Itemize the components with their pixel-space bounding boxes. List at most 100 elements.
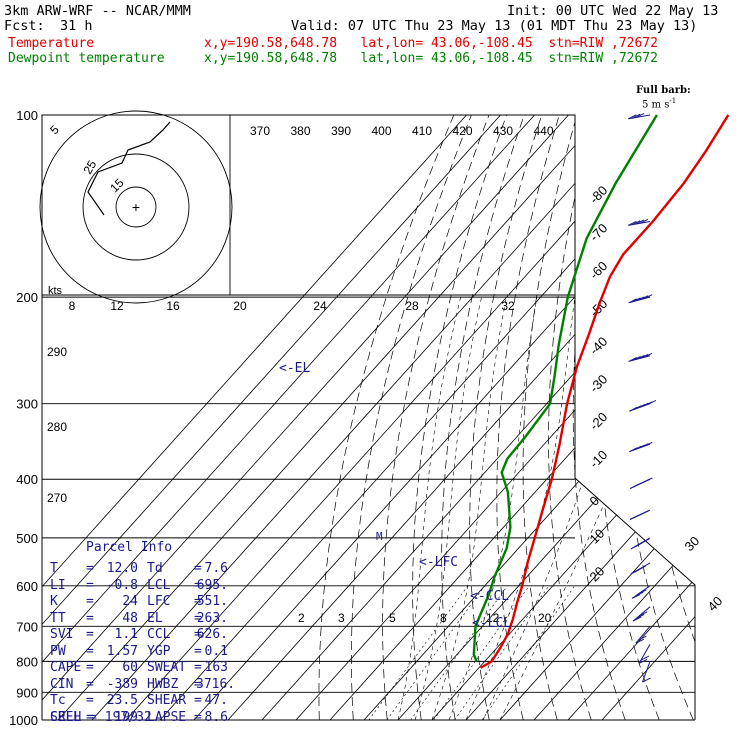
wind-barb-flag <box>635 638 645 644</box>
full-barb-unit-text: 5 m s <box>642 99 670 111</box>
mixing-ratio-line <box>433 585 530 720</box>
wind-barb-flag <box>647 399 657 405</box>
hodograph-inset: + kts 8 12 16 20 24 28 32 5 25 15 <box>39 110 575 313</box>
wind-barb-flag <box>628 298 637 304</box>
parcel-mark: M <box>376 530 383 543</box>
mixing-ratio-label: 20 <box>538 611 552 625</box>
parcel-label: SVI <box>50 627 74 642</box>
parcel-label: T <box>50 561 58 576</box>
moist-adiabat-line <box>448 297 538 720</box>
dry-adiabat-line <box>318 115 455 720</box>
isotherm-line <box>57 115 603 720</box>
parcel-value: 163 <box>204 660 228 675</box>
lcl-annotation: <-LCL <box>472 616 512 631</box>
parcel-value: 263. <box>196 610 228 626</box>
parcel-label: SHEAR <box>147 693 187 708</box>
hodograph-ring-label: 5 <box>47 122 62 137</box>
wind-barb-flag <box>639 218 649 224</box>
theta-tick-label: 410 <box>412 124 432 138</box>
hodograph-speed-label: 24 <box>313 299 327 313</box>
parcel-equals: = <box>86 561 94 576</box>
pressure-tick-label: 400 <box>16 472 38 487</box>
temperature-line <box>479 114 730 669</box>
mixing-ratio-label: 12 <box>486 611 500 625</box>
parcel-equals: = <box>194 561 202 576</box>
dry-adiabat-line <box>728 115 740 720</box>
hodograph-speed-label: 8 <box>69 299 76 313</box>
parcel-value: 24 <box>122 594 138 609</box>
parcel-value: 551. <box>196 594 228 609</box>
parcel-value: 48 <box>122 610 138 626</box>
parcel-value: 12.0 <box>106 561 138 576</box>
wind-barb-staff <box>635 625 651 644</box>
moist-adiabat-line <box>397 297 461 720</box>
isotherm-tick-label: -60 <box>587 258 611 282</box>
wind-barb-flag <box>632 355 641 361</box>
isotherm-line <box>601 115 695 720</box>
parcel-value: 0.1 <box>204 643 228 659</box>
parcel-label: SWEAT <box>147 660 187 675</box>
theta-side-label: 270 <box>47 491 67 505</box>
wind-barb-flag <box>638 659 648 664</box>
parcel-equals: = <box>86 610 94 626</box>
wind-barb-flag <box>643 352 653 358</box>
wind-barb-flag <box>635 112 645 118</box>
wind-barb-flag <box>636 354 645 360</box>
dry-adiabat-line <box>708 115 740 720</box>
dry-adiabat-line <box>620 115 694 720</box>
fcst-value: 31 h <box>60 18 93 34</box>
theta-tick-label: 440 <box>534 124 554 138</box>
init-time: Init: 00 UTC Wed 22 May 13 <box>507 3 719 19</box>
moist-adiabat-line <box>482 297 623 720</box>
full-barb-unit: 5 m s-1 <box>642 94 676 112</box>
wind-barb-flag <box>632 616 642 622</box>
parcel-value: 695. <box>196 577 228 593</box>
parcel-label: LI <box>50 577 66 593</box>
isotherm-line <box>42 115 501 720</box>
pressure-tick-label: 200 <box>16 290 38 305</box>
wind-barb-flag <box>640 510 650 515</box>
dry-adiabat-line <box>469 115 543 720</box>
wind-barb-flag <box>641 538 650 544</box>
parcel-equals: = <box>194 709 202 725</box>
isotherm-line <box>42 115 569 720</box>
mixing-ratio-line <box>368 585 469 720</box>
isotherm-line <box>397 115 695 720</box>
theta-tick-label: 390 <box>331 124 351 138</box>
parcel-label: LCL <box>147 577 171 593</box>
mixing-ratio-label: 2 <box>298 611 305 625</box>
hodograph-ring-label: 15 <box>107 176 127 196</box>
theta-tick-label: 400 <box>372 124 392 138</box>
fcst-label: Fcst: <box>4 18 45 34</box>
theta-tick-label: 430 <box>493 124 513 138</box>
wind-barb-flag <box>638 589 647 595</box>
parcel-label: K <box>50 594 58 609</box>
parcel-equals: = <box>86 693 94 708</box>
parcel-label: Td <box>147 561 163 576</box>
wind-barb-flag <box>632 220 641 226</box>
parcel-equals: = <box>194 693 202 708</box>
dry-adiabat-line <box>548 115 595 720</box>
parcel-label: CCL <box>147 627 171 642</box>
parcel-label: HWBZ <box>147 676 179 692</box>
pressure-tick-label: 500 <box>16 531 38 546</box>
hodograph-units: kts <box>48 285 63 297</box>
parcel-equals: = <box>86 676 94 692</box>
wind-barb-staff <box>632 606 651 622</box>
parcel-equals: = <box>86 643 94 659</box>
isotherm-line <box>42 115 467 720</box>
isotherm-tick-label: -80 <box>587 183 611 207</box>
parcel-value: 47. <box>204 693 228 708</box>
wind-barb-flag <box>643 294 653 300</box>
wind-barb-flag <box>640 295 649 301</box>
dry-adiabat-line <box>382 115 490 720</box>
wind-barb-flag <box>640 655 650 661</box>
mixing-ratio-label: 8 <box>440 611 447 625</box>
parcel-equals: = <box>194 643 202 659</box>
pressure-tick-label: 700 <box>16 619 38 634</box>
parcel-label: CIN <box>50 676 74 692</box>
wind-barb-flag <box>640 353 649 359</box>
parcel-label: CAPE <box>50 660 82 675</box>
